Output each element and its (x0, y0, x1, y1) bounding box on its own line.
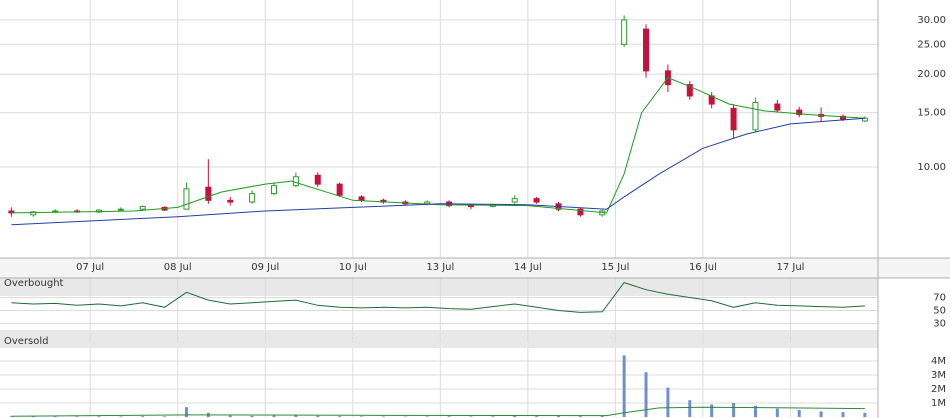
volume-bar (250, 415, 254, 417)
volume-average-line (11, 406, 865, 417)
candle-body (358, 196, 365, 201)
candle-body (183, 188, 190, 210)
moving-average-line (11, 76, 865, 214)
candle-body (249, 193, 256, 203)
candle-body (752, 101, 759, 131)
candle-body (139, 205, 146, 210)
candle-body (314, 174, 321, 185)
volume-bar (381, 416, 385, 417)
candle-body (511, 198, 518, 203)
candle-body (292, 176, 299, 187)
volume-bar (578, 416, 582, 417)
x-tick-label: 13 Jul (426, 262, 454, 273)
candle-body (730, 107, 737, 131)
volume-bar (360, 416, 364, 417)
volume-bar (819, 411, 823, 417)
moving-average-line (11, 117, 865, 226)
y-tick-label: 2M (931, 384, 946, 395)
volume-bar (184, 407, 188, 417)
volume-bar (644, 372, 648, 417)
y-tick-label: 3M (931, 370, 946, 381)
y-tick-label: 30 (933, 319, 946, 330)
oversold-band (0, 330, 878, 348)
x-tick-label: 15 Jul (601, 262, 629, 273)
volume-bar (75, 416, 79, 417)
volume-bar (228, 415, 232, 417)
candle-body (117, 208, 124, 211)
x-axis-band (0, 258, 950, 278)
volume-bar (9, 416, 13, 417)
volume-bar (732, 403, 736, 417)
candle-body (205, 186, 212, 201)
candle-body (30, 211, 37, 216)
volume-bar (316, 415, 320, 417)
volume-bar (338, 416, 342, 417)
volume-bar (710, 404, 714, 417)
y-tick-label: 4M (931, 356, 946, 367)
y-tick-label: 15.00 (917, 108, 946, 119)
volume-bar (600, 415, 604, 417)
candle-body (643, 28, 650, 72)
overbought-band (0, 278, 878, 296)
volume-bar (797, 410, 801, 417)
y-tick-label: 20.00 (917, 69, 946, 80)
volume-bar (447, 416, 451, 417)
volume-bar (841, 412, 845, 417)
candle-body (796, 109, 803, 116)
candle-body (467, 205, 474, 208)
candle-body (270, 185, 277, 195)
candle-body (686, 84, 693, 97)
volume-bar (469, 416, 473, 417)
y-tick-label: 30.00 (917, 15, 946, 26)
volume-bar (31, 416, 35, 417)
x-tick-label: 14 Jul (514, 262, 542, 273)
y-tick-label: 50 (933, 306, 946, 317)
volume-bar (425, 416, 429, 417)
rsi-line (11, 282, 865, 313)
candle-body (336, 183, 343, 196)
candle-body (533, 198, 540, 203)
volume-bar (97, 416, 101, 417)
candle-body (8, 210, 15, 214)
volume-bar (688, 400, 692, 417)
volume-bar (119, 416, 123, 417)
volume-bar (272, 415, 276, 417)
volume-bar (163, 416, 167, 417)
volume-bar (753, 405, 757, 417)
candle-body (621, 19, 628, 45)
volume-bar (666, 387, 670, 417)
candle-body (577, 208, 584, 216)
x-tick-label: 09 Jul (251, 262, 279, 273)
volume-bar (622, 355, 626, 417)
volume-bar (513, 415, 517, 417)
volume-bar (535, 416, 539, 417)
x-tick-label: 16 Jul (689, 262, 717, 273)
x-tick-label: 08 Jul (164, 262, 192, 273)
volume-bar (294, 415, 298, 417)
y-tick-label: 70 (933, 293, 946, 304)
volume-bar (53, 416, 57, 417)
overbought-label: Overbought (4, 278, 64, 289)
volume-bar (775, 408, 779, 417)
candle-body (227, 199, 234, 203)
y-tick-label: 10.00 (917, 162, 946, 173)
volume-bar (556, 416, 560, 417)
x-tick-label: 07 Jul (76, 262, 104, 273)
y-tick-label: 1M (931, 398, 946, 409)
volume-bar (863, 412, 867, 417)
x-tick-label: 17 Jul (776, 262, 804, 273)
y-tick-label: 25.00 (917, 39, 946, 50)
candle-body (774, 103, 781, 111)
x-tick-label: 10 Jul (339, 262, 367, 273)
volume-bar (141, 416, 145, 417)
volume-bar (491, 416, 495, 417)
oversold-label: Oversold (4, 336, 49, 347)
